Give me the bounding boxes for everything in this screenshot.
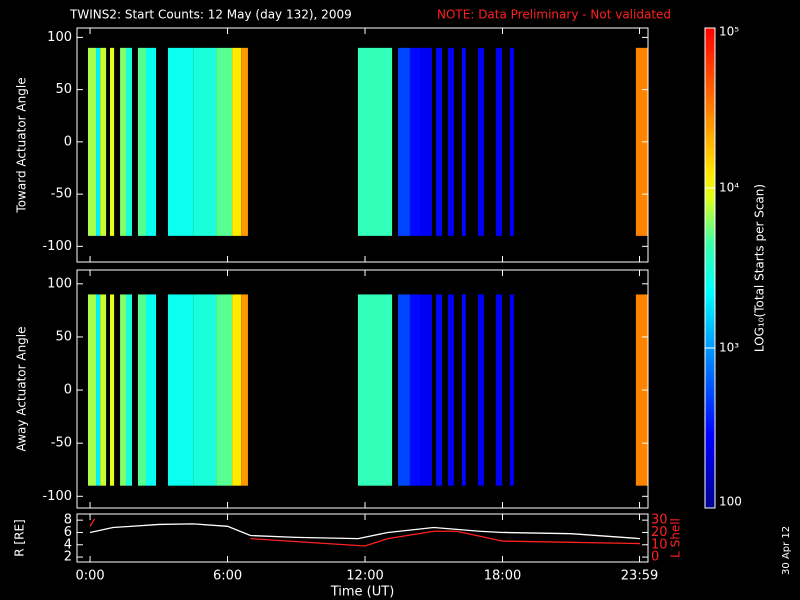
heat-cell bbox=[241, 47, 248, 236]
heat-cell bbox=[509, 47, 514, 236]
y-tick-label: 2 bbox=[64, 550, 72, 565]
y-tick-label: 50 bbox=[55, 329, 72, 344]
heat-cell bbox=[409, 47, 421, 236]
y-tick-label: 0 bbox=[64, 383, 72, 398]
heat-cell bbox=[87, 47, 97, 236]
y-tick-label: 50 bbox=[55, 82, 72, 97]
series-line bbox=[89, 518, 96, 527]
heat-cell bbox=[447, 294, 454, 486]
heat-cell bbox=[100, 47, 107, 236]
y-tick-label: 4 bbox=[64, 537, 72, 552]
colorbar-label: LOG₁₀(Total Starts per Scan) bbox=[753, 184, 767, 352]
heat-cell bbox=[357, 294, 393, 486]
heat-cell bbox=[635, 294, 648, 486]
chart-title: TWINS2: Start Counts: 12 May (day 132), … bbox=[69, 8, 352, 22]
heat-cell bbox=[167, 47, 194, 236]
heat-cell bbox=[495, 294, 503, 486]
colorbar-tick-label: 10⁴ bbox=[719, 181, 739, 195]
heat-cell bbox=[109, 47, 115, 236]
y2-tick-label: 30 bbox=[651, 513, 668, 528]
heat-cell bbox=[436, 47, 443, 236]
heat-cell bbox=[167, 294, 194, 486]
y-axis-label: Toward Actuator Angle bbox=[15, 77, 29, 213]
y-tick-label: 8 bbox=[64, 513, 72, 528]
plot-area bbox=[87, 47, 648, 236]
y-tick-label: 100 bbox=[47, 276, 72, 291]
heat-cell bbox=[409, 294, 421, 486]
heat-cell bbox=[398, 294, 410, 486]
y-tick-label: -50 bbox=[51, 436, 72, 451]
heat-cell bbox=[477, 294, 484, 486]
colorbar bbox=[704, 27, 716, 509]
plot-area bbox=[89, 518, 641, 547]
x-tick-label: 6:00 bbox=[213, 569, 242, 584]
heat-cell bbox=[509, 294, 514, 486]
heat-cell bbox=[145, 294, 157, 486]
y-axis-label: Away Actuator Angle bbox=[15, 326, 29, 451]
x-tick-label: 23:59 bbox=[621, 569, 658, 584]
y-tick-label: 6 bbox=[64, 525, 72, 540]
heat-cell bbox=[137, 294, 146, 486]
heat-cell bbox=[635, 47, 648, 236]
axes-frame bbox=[76, 27, 649, 263]
axes-frame bbox=[76, 513, 649, 563]
y-tick-label: -100 bbox=[42, 239, 72, 254]
y2-tick-label: 0 bbox=[651, 550, 659, 565]
heat-cell bbox=[109, 294, 115, 486]
heat-cell bbox=[461, 294, 466, 486]
heat-cell bbox=[447, 47, 454, 236]
series-line bbox=[250, 530, 640, 547]
heat-cell bbox=[420, 47, 432, 236]
y2-tick-label: 10 bbox=[651, 537, 668, 552]
heat-cell bbox=[96, 294, 101, 486]
heat-cell bbox=[357, 47, 393, 236]
annotation: NOTE: Data Preliminary - Not validated bbox=[437, 8, 671, 22]
heat-cell bbox=[87, 294, 97, 486]
heat-cell bbox=[120, 47, 127, 236]
heat-cell bbox=[461, 47, 466, 236]
x-axis-label: Time (UT) bbox=[330, 585, 395, 600]
date-stamp: 30 Apr 12 bbox=[781, 526, 792, 575]
colorbar-tick-label: 10⁵ bbox=[719, 25, 739, 39]
heat-cell bbox=[241, 294, 248, 486]
heat-cell bbox=[145, 47, 157, 236]
heat-cell bbox=[232, 47, 242, 236]
x-tick-label: 18:00 bbox=[484, 569, 521, 584]
y-tick-label: -50 bbox=[51, 187, 72, 202]
heat-cell bbox=[120, 294, 127, 486]
colorbar-tick-label: 100 bbox=[719, 495, 742, 509]
heat-cell bbox=[232, 294, 242, 486]
heat-cell bbox=[436, 294, 443, 486]
heat-cell bbox=[398, 47, 410, 236]
heat-cell bbox=[96, 47, 101, 236]
axes-frame bbox=[76, 269, 649, 509]
x-tick-label: 12:00 bbox=[346, 569, 383, 584]
heat-cell bbox=[137, 47, 146, 236]
heat-cell bbox=[216, 47, 233, 236]
x-tick-label: 0:00 bbox=[75, 569, 104, 584]
y2-axis-label: L Shell bbox=[669, 518, 683, 558]
y-axis-label: R [RE] bbox=[13, 519, 27, 556]
y-tick-label: 0 bbox=[64, 134, 72, 149]
colorbar-tick-label: 10³ bbox=[719, 341, 739, 355]
heat-cell bbox=[420, 294, 432, 486]
heat-cell bbox=[100, 294, 107, 486]
heat-cell bbox=[495, 47, 503, 236]
heat-cell bbox=[193, 47, 217, 236]
heat-cell bbox=[477, 47, 484, 236]
heat-cell bbox=[126, 47, 132, 236]
plot-area bbox=[87, 294, 648, 486]
y2-tick-label: 20 bbox=[651, 525, 668, 540]
y-tick-label: 100 bbox=[47, 30, 72, 45]
heat-cell bbox=[216, 294, 233, 486]
y-tick-label: -100 bbox=[42, 489, 72, 504]
heat-cell bbox=[126, 294, 132, 486]
series-line bbox=[89, 523, 641, 540]
heat-cell bbox=[193, 294, 217, 486]
